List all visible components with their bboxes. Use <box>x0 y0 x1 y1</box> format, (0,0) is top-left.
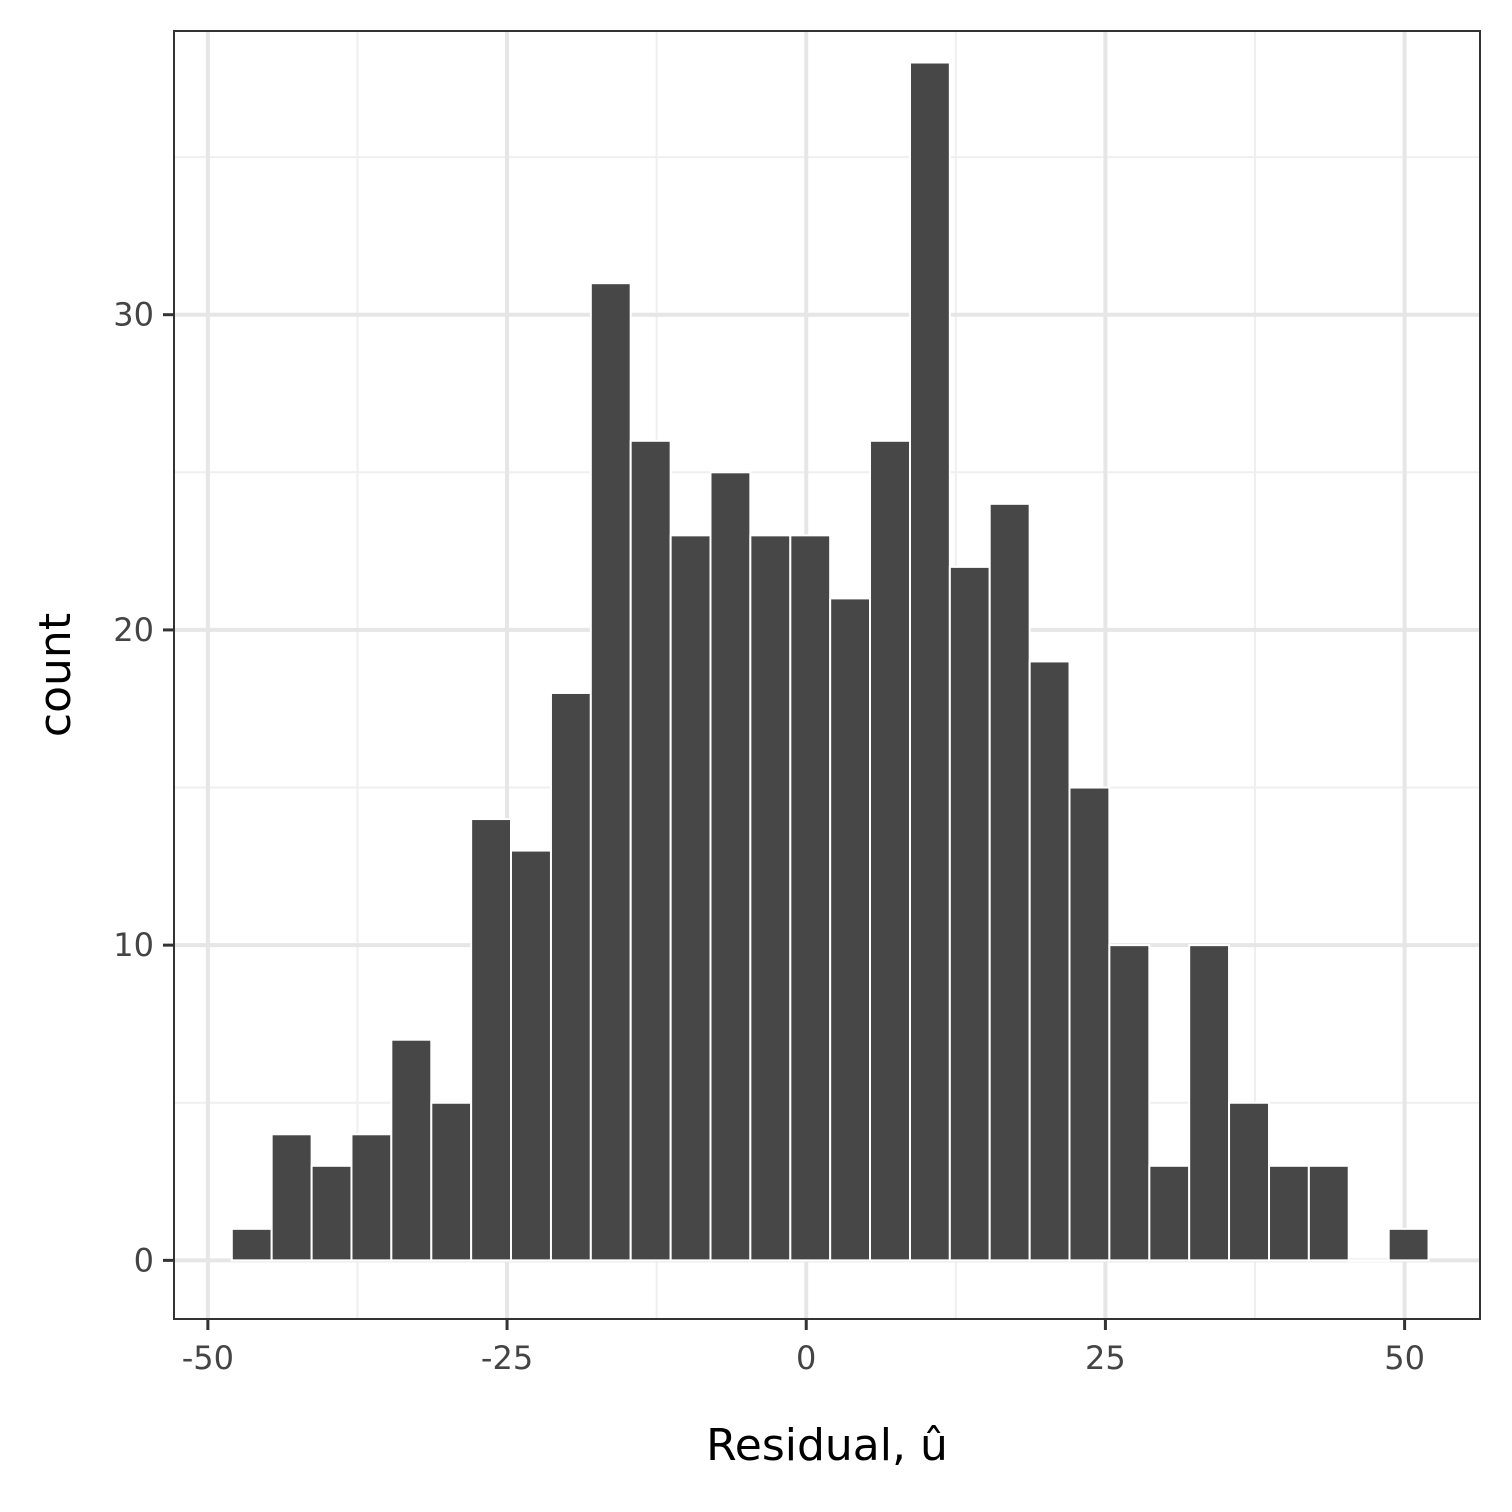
histogram-bar <box>908 61 951 1262</box>
histogram-bar <box>470 818 513 1262</box>
histogram-bar <box>390 1038 433 1262</box>
histogram-bar <box>350 1133 393 1262</box>
histogram-bar <box>829 597 872 1262</box>
y-tick-label: 30 <box>113 296 154 334</box>
histogram-bar <box>510 849 552 1262</box>
histogram-bar <box>589 282 632 1262</box>
y-tick-label: 20 <box>113 611 154 649</box>
y-tick-label: 0 <box>134 1241 154 1279</box>
x-tick-label: -25 <box>481 1339 533 1377</box>
y-axis: 0 10 20 30 <box>113 296 174 1279</box>
histogram-bar <box>1028 660 1071 1262</box>
histogram-bar <box>270 1133 313 1262</box>
y-tick-label: 10 <box>113 926 154 964</box>
histogram-bar <box>948 565 991 1262</box>
histogram-bar <box>1347 1259 1390 1262</box>
histogram-bar <box>629 439 672 1262</box>
histogram-bar <box>1228 1101 1271 1262</box>
histogram-bar <box>1268 1164 1310 1262</box>
x-tick-label: -50 <box>182 1339 234 1377</box>
histogram-bar <box>988 502 1031 1262</box>
histogram-bar <box>430 1101 473 1262</box>
x-tick-label: 25 <box>1085 1339 1126 1377</box>
histogram-bar <box>749 534 792 1262</box>
histogram-bar <box>869 439 911 1262</box>
x-tick-label: 50 <box>1384 1339 1425 1377</box>
histogram-bar <box>789 534 832 1262</box>
histogram-bar <box>1148 1164 1191 1262</box>
histogram-bar <box>1188 944 1231 1262</box>
x-tick-label: 0 <box>796 1339 816 1377</box>
histogram-bar <box>1387 1227 1430 1262</box>
histogram-bar <box>1108 944 1151 1262</box>
histogram-bar <box>310 1164 353 1262</box>
x-axis-title: Residual, û <box>706 1420 948 1471</box>
x-axis: -50 -25 0 25 50 <box>182 1319 1425 1377</box>
histogram-bar <box>230 1227 273 1262</box>
histogram-bar <box>709 471 752 1262</box>
histogram-bar <box>669 534 712 1262</box>
y-axis-title: count <box>30 613 81 737</box>
histogram-bar <box>1068 786 1111 1262</box>
histogram-bar <box>549 691 592 1262</box>
histogram-bar <box>1307 1164 1350 1262</box>
panel-border <box>173 30 1481 1320</box>
histogram-bars <box>230 61 1430 1262</box>
